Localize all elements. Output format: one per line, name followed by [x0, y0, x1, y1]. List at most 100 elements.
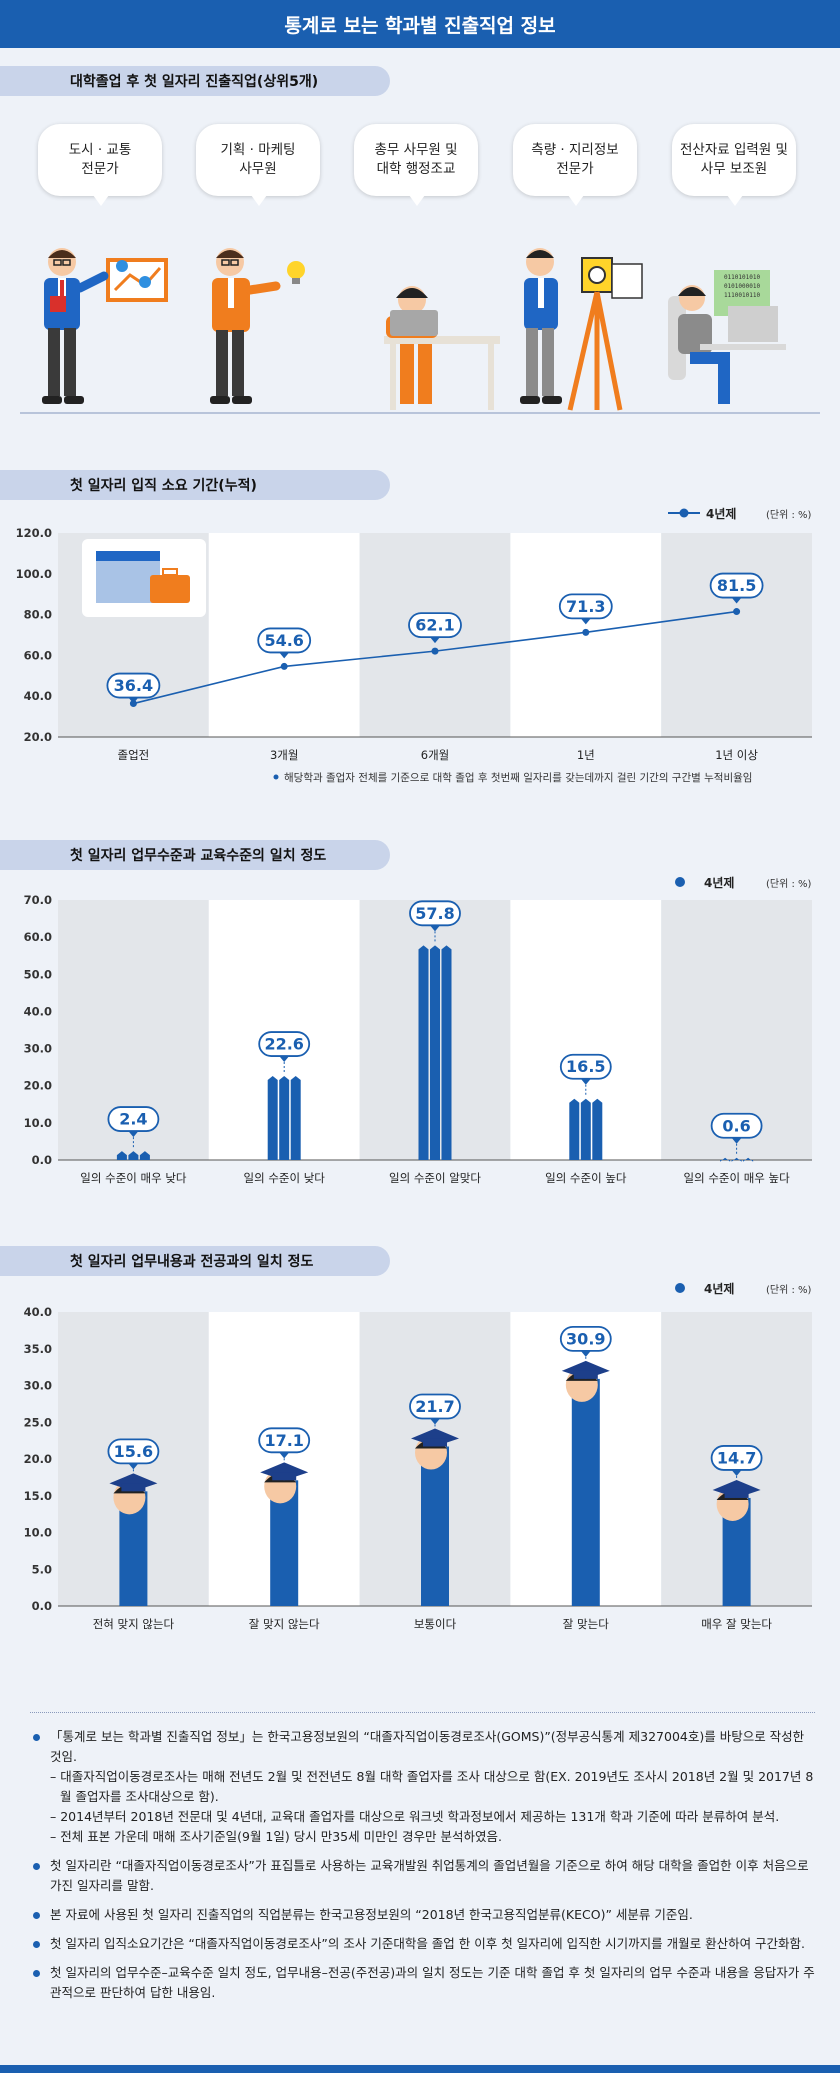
data-label-text: 17.1 — [264, 1431, 303, 1450]
y-tick-label: 30.0 — [24, 1379, 52, 1393]
legend-label: 4년제 — [704, 876, 734, 890]
bar — [561, 1360, 610, 1606]
job-bubble-4: 측량 · 지리정보 전문가 — [513, 124, 637, 206]
section-title-entry-time: 첫 일자리 입직 소요 기간(누적) — [0, 470, 390, 500]
unit-label: (단위 : %) — [766, 877, 812, 890]
data-label-box — [409, 900, 461, 927]
bar-pencil — [743, 1157, 754, 1162]
category-label: 일의 수준이 높다 — [545, 1171, 627, 1185]
bar — [418, 945, 452, 1160]
data-label-pointer — [279, 1452, 290, 1459]
job-bubble-3: 총무 사무원 및 대학 행정조교 — [354, 124, 478, 206]
data-label-box — [408, 612, 462, 639]
chart-legend: 4년제 (단위 : %) — [675, 876, 812, 890]
category-label: 일의 수준이 매우 낮다 — [80, 1171, 187, 1185]
data-label-pointer — [580, 1078, 591, 1085]
data-label: 0.6 — [710, 1112, 763, 1144]
job-label: 전산자료 입력원 및 사무 보조원 — [680, 142, 788, 177]
category-label: 매우 잘 맞는다 — [701, 1617, 772, 1631]
bar-rect — [571, 1378, 600, 1606]
y-tick-label: 5.0 — [32, 1562, 52, 1576]
graduation-cap-band — [423, 1438, 447, 1447]
data-label: 15.6 — [107, 1438, 160, 1470]
data-label-text: 57.8 — [415, 904, 454, 923]
data-label-text: 22.6 — [264, 1035, 303, 1054]
graduation-cap-band — [724, 1489, 749, 1498]
office-clerk-figure — [384, 286, 500, 410]
note-subitem: – 대졸자직업이동경로조사는 매해 전년도 2월 및 전전년도 8월 대학 졸업… — [50, 1769, 814, 1804]
data-label: 81.5 — [709, 572, 764, 604]
data-label-pointer — [128, 697, 139, 704]
chart-legend: 4년제 (단위 : %) — [675, 1282, 812, 1296]
data-label: 22.6 — [258, 1031, 311, 1063]
data-label-text: 81.5 — [717, 576, 756, 595]
surveyor-figure — [520, 248, 643, 411]
data-point — [280, 662, 288, 670]
data-label-box — [107, 1106, 160, 1132]
data-label: 54.6 — [257, 627, 312, 659]
bar — [569, 1098, 603, 1160]
notes-section: 「통계로 보는 학과별 진출직업 정보」는 한국고용정보원의 “대졸자직업이동경… — [30, 1712, 815, 2012]
data-label-box — [559, 1325, 612, 1352]
category-label: 3개월 — [270, 748, 298, 762]
data-label-pointer — [731, 597, 742, 604]
category-label: 일의 수준이 알맞다 — [389, 1171, 481, 1185]
data-label-pointer — [279, 652, 290, 659]
job-label: 도시 · 교통 전문가 — [68, 142, 132, 177]
data-label-pointer — [128, 1463, 139, 1470]
note-subitem: – 2014년부터 2018년 전문대 및 4년대, 교육대 졸업자를 대상으로… — [50, 1809, 780, 1824]
unit-label: (단위 : %) — [766, 1283, 812, 1296]
bar-pencil — [116, 1151, 127, 1160]
category-label: 일의 수준이 매우 높다 — [684, 1171, 791, 1185]
category-label: 6개월 — [421, 748, 449, 762]
bar-pencil — [279, 1076, 290, 1160]
note-text: 첫 일자리 입직소요기간은 “대졸자직업이동경로조사”의 조사 기준대학을 졸업… — [50, 1936, 806, 1951]
data-label: 16.5 — [559, 1053, 612, 1085]
data-label-pointer — [580, 618, 591, 625]
bar-pencil — [139, 1151, 150, 1160]
data-label: 14.7 — [710, 1445, 763, 1476]
data-label-pointer — [580, 1350, 591, 1357]
data-label-pointer — [731, 1469, 742, 1476]
graduation-cap-band — [573, 1370, 598, 1379]
y-tick-label: 20.0 — [24, 1452, 52, 1466]
note-text: 「통계로 보는 학과별 진출직업 정보」는 한국고용정보원의 “대졸자직업이동경… — [50, 1729, 805, 1764]
graduation-cap-band — [272, 1472, 297, 1481]
job-bubble-2: 기획 · 마케팅 사무원 — [196, 124, 320, 206]
chart-footnote: 해당학과 졸업자 전체를 기준으로 대학 졸업 후 첫번째 일자리를 갖는데까지… — [284, 771, 752, 784]
y-tick-label: 0.0 — [32, 1599, 52, 1613]
y-tick-label: 30.0 — [24, 1042, 52, 1056]
y-tick-label: 0.0 — [32, 1153, 52, 1167]
unit-label: (단위 : %) — [766, 508, 812, 521]
data-point — [431, 647, 439, 655]
job-label: 측량 · 지리정보 전문가 — [531, 142, 619, 177]
y-tick-label: 35.0 — [24, 1342, 52, 1356]
job-label: 총무 사무원 및 대학 행정조교 — [374, 142, 458, 177]
bar-pencil — [580, 1098, 591, 1160]
y-tick-label: 40.0 — [24, 689, 52, 703]
y-tick-label: 10.0 — [24, 1116, 52, 1130]
data-point — [582, 628, 590, 636]
major-match-bar-chart: 40.0 35.0 30.0 25.0 20.0 15.0 10.0 5.0 0.0 15.6 1… — [24, 1282, 812, 1631]
category-label: 일의 수준이 낮다 — [244, 1171, 326, 1185]
y-tick-label: 80.0 — [24, 608, 52, 622]
data-label-text: 15.6 — [114, 1442, 153, 1461]
data-label-box — [258, 1031, 311, 1057]
data-label: 17.1 — [258, 1427, 311, 1459]
data-label-text: 62.1 — [415, 616, 454, 635]
bar-pencil — [128, 1151, 139, 1160]
category-band — [661, 533, 812, 737]
bar — [267, 1076, 301, 1160]
bar — [260, 1462, 309, 1606]
legend-label: 4년제 — [706, 507, 736, 521]
notes-divider — [30, 1712, 815, 1713]
data-label-text: 2.4 — [119, 1110, 147, 1129]
bar-pencil — [430, 945, 440, 1160]
graduation-cap-band — [121, 1483, 146, 1492]
note-item: 「통계로 보는 학과별 진출직업 정보」는 한국고용정보원의 “대졸자직업이동경… — [30, 1727, 815, 1847]
entry-time-line-chart: 120.0 100.0 80.0 60.0 40.0 20.0 36.4 54.6 62.1 7… — [16, 507, 812, 784]
bar — [109, 1473, 158, 1606]
job-bubble-1: 도시 · 교통 전문가 — [38, 124, 162, 206]
category-label: 1년 — [577, 748, 595, 762]
data-label: 71.3 — [558, 593, 613, 625]
